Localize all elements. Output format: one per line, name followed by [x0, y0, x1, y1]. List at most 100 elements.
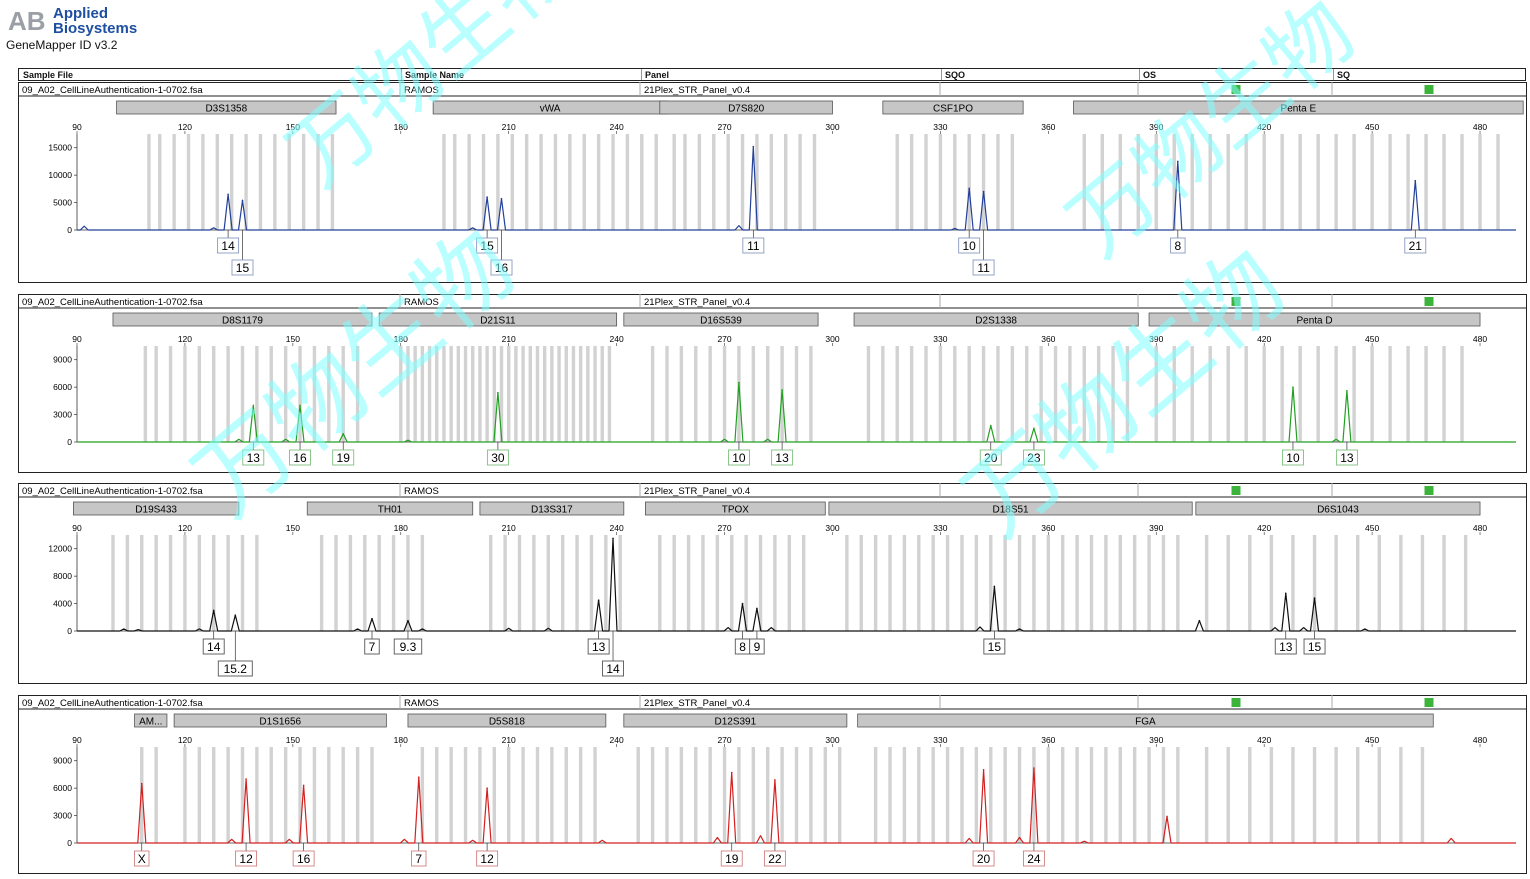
bin-bar — [154, 346, 158, 442]
col-sample-name[interactable]: Sample Name — [405, 70, 465, 80]
bin-bar — [1269, 747, 1274, 843]
bin-bar — [183, 346, 187, 442]
x-tick-label: 390 — [1149, 523, 1163, 533]
bin-bar — [355, 346, 360, 442]
bin-bar — [1118, 747, 1122, 843]
col-panel[interactable]: Panel — [645, 70, 670, 80]
bin-bar — [801, 535, 806, 631]
bin-bar — [1356, 747, 1360, 843]
bin-bar — [1136, 134, 1140, 230]
bin-bar — [578, 346, 583, 442]
bin-bar — [510, 134, 514, 230]
bin-bar — [471, 346, 475, 442]
x-tick-label: 210 — [502, 122, 516, 132]
bin-bar — [557, 346, 561, 442]
bin-bar — [740, 134, 745, 230]
col-sample-file[interactable]: Sample File — [23, 70, 74, 80]
x-tick-label: 450 — [1365, 334, 1379, 344]
bin-bar — [154, 535, 158, 631]
col-sqo[interactable]: SQO — [945, 70, 966, 80]
allele-call: 7 — [369, 640, 376, 654]
bin-bar — [873, 535, 878, 631]
panel-name: 21Plex_STR_Panel_v0.4 — [644, 486, 750, 497]
locus-box — [479, 501, 625, 516]
bin-bar — [492, 747, 497, 843]
bin-bar — [571, 346, 576, 442]
bin-bar — [809, 346, 813, 442]
y-tick-label: 6000 — [53, 783, 72, 793]
locus-box — [73, 501, 240, 516]
bin-bar — [1161, 747, 1166, 843]
bin-bar — [370, 747, 374, 843]
bin-bar — [492, 346, 497, 442]
bin-bar — [201, 134, 205, 230]
bin-bar — [528, 346, 532, 442]
locus-label: TH01 — [378, 505, 403, 516]
peak-apex — [1033, 427, 1035, 430]
bin-bar — [593, 747, 597, 843]
bin-bar — [312, 346, 317, 442]
bin-bar — [481, 134, 486, 230]
bin-bar — [1442, 134, 1446, 230]
bin-bar — [755, 134, 759, 230]
bin-bar — [1053, 346, 1058, 442]
bin-bar — [1298, 134, 1302, 230]
bin-bar — [1190, 346, 1194, 442]
bin-bar — [478, 346, 482, 442]
allele-call-box — [1335, 449, 1358, 466]
x-tick-label: 180 — [394, 735, 408, 745]
col-sq[interactable]: SQ — [1337, 70, 1351, 80]
x-tick-label: 180 — [394, 122, 408, 132]
bin-bar — [539, 134, 543, 230]
bin-bar — [784, 134, 788, 230]
bin-bar — [618, 535, 622, 631]
bin-bar — [427, 346, 432, 442]
bin-bar — [435, 346, 439, 442]
bin-bar — [172, 134, 176, 230]
sample-file: 09_A02_CellLineAuthentication-1-0702.fsa — [22, 85, 203, 96]
x-tick-label: 450 — [1365, 122, 1379, 132]
allele-call-box — [134, 850, 150, 867]
x-tick-label: 450 — [1365, 735, 1379, 745]
bin-bar — [1460, 346, 1464, 442]
bin-bar — [766, 747, 770, 843]
bin-bar — [334, 535, 338, 631]
locus-label: D21S11 — [480, 316, 516, 327]
bin-bar — [1061, 747, 1065, 843]
allele-call-box — [289, 449, 311, 466]
bin-bar — [938, 134, 943, 230]
peak-apex — [302, 784, 305, 787]
bin-bar — [449, 747, 453, 843]
bin-bar — [158, 134, 162, 230]
bin-bar — [1154, 346, 1158, 442]
epg-panel-red: 09_A02_CellLineAuthentication-1-0702.fsa… — [18, 695, 1527, 874]
bin-bar — [1046, 747, 1051, 843]
bin-bar — [226, 747, 230, 843]
bin-bar — [449, 346, 453, 442]
locus-label: D13S317 — [531, 505, 573, 516]
bin-bar — [686, 535, 691, 631]
bin-bar — [1420, 747, 1425, 843]
x-tick-label: 240 — [610, 122, 624, 132]
peak-apex — [486, 196, 488, 198]
locus-label: Penta D — [1296, 316, 1332, 327]
x-tick-label: 330 — [933, 735, 947, 745]
allele-call: 21 — [1409, 239, 1423, 253]
col-os[interactable]: OS — [1143, 70, 1157, 80]
bin-bar — [463, 747, 468, 843]
locus-label: FGA — [1135, 717, 1156, 728]
allele-call: 13 — [1279, 640, 1293, 654]
bin-bar — [1226, 346, 1230, 442]
bin-bar — [186, 134, 191, 230]
bin-bar — [298, 747, 302, 843]
peak-apex — [486, 787, 488, 789]
bin-bar — [582, 134, 586, 230]
bin-bar — [938, 346, 943, 442]
bin-bar — [183, 747, 187, 843]
x-tick-label: 330 — [933, 122, 947, 132]
bin-bar — [154, 747, 158, 843]
allele-call-box — [763, 850, 786, 867]
bin-bar — [708, 747, 712, 843]
bin-bar — [697, 134, 702, 230]
peak-apex — [1313, 597, 1316, 599]
